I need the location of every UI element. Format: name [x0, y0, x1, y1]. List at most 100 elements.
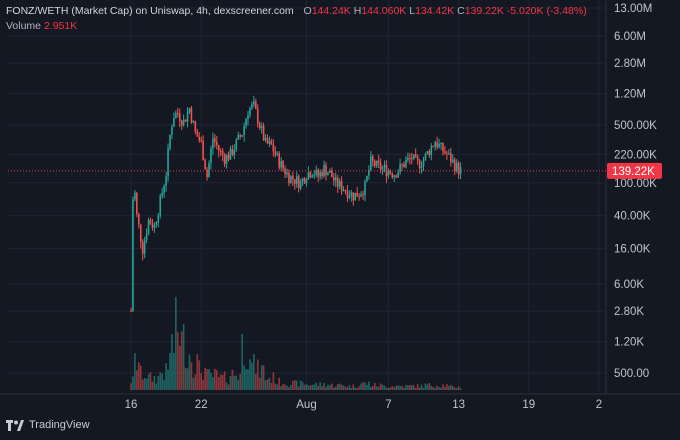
candle-body	[239, 135, 241, 137]
volume-bar	[149, 372, 152, 390]
candle-body	[297, 176, 300, 189]
candle-body	[251, 104, 253, 109]
volume-bar	[268, 377, 271, 390]
volume-bar	[434, 387, 436, 390]
volume-bar	[194, 374, 197, 390]
volume-bar	[241, 334, 243, 390]
volume-bar	[420, 384, 423, 390]
volume-bar	[294, 380, 296, 390]
candle-body	[138, 213, 140, 225]
current-price-label: 139.22K	[612, 166, 655, 178]
volume-bar	[370, 386, 372, 390]
volume-bar	[381, 384, 384, 390]
candle-body	[453, 159, 456, 171]
candle-body	[274, 151, 277, 155]
candle-body	[141, 241, 144, 254]
candle-body	[266, 137, 269, 144]
candle-body	[258, 123, 261, 128]
candle-body	[346, 190, 349, 198]
volume-bar	[155, 383, 158, 390]
volume-bar	[165, 363, 167, 390]
close-label: C	[457, 5, 465, 17]
volume-bar	[202, 379, 204, 390]
volume-bar	[280, 386, 282, 390]
volume-bar	[307, 385, 310, 390]
volume-bar	[139, 365, 142, 390]
volume-bar	[364, 382, 366, 390]
candle-body	[305, 179, 308, 184]
candle-body	[278, 153, 280, 168]
candle-body	[157, 215, 160, 223]
candle-body	[182, 119, 185, 126]
candle-body	[184, 119, 187, 122]
y-tick-label: 6.00M	[614, 31, 646, 43]
volume-bar	[272, 372, 275, 390]
y-tick-label: 13.00M	[614, 3, 652, 15]
candle-body	[424, 153, 427, 161]
candle-body	[303, 178, 306, 184]
candle-body	[399, 164, 401, 173]
candle-body	[190, 108, 193, 123]
candle-body	[202, 140, 204, 161]
volume-bar	[338, 383, 341, 390]
x-tick-label: 22	[195, 399, 208, 411]
volume-bar	[416, 384, 419, 390]
volume-bar	[436, 385, 438, 390]
volume-bar	[239, 373, 241, 390]
volume-bar	[372, 386, 374, 390]
candle-body	[375, 160, 378, 166]
candle-body	[362, 194, 364, 196]
candle-body	[442, 142, 444, 152]
tradingview-branding[interactable]: TradingView	[6, 419, 90, 431]
candle-body	[358, 196, 360, 198]
volume-bar	[200, 373, 202, 390]
candle-body	[253, 101, 255, 105]
volume-bar	[346, 387, 349, 390]
candle-body	[286, 172, 288, 175]
candle-body	[241, 135, 243, 137]
volume-bar	[412, 385, 415, 390]
candle-body	[383, 165, 386, 168]
volume-bar	[342, 385, 345, 390]
candle-body	[336, 177, 339, 187]
candle-body	[360, 194, 362, 197]
y-tick-label: 2.80M	[614, 58, 646, 70]
volume-bar	[184, 367, 187, 390]
candle-body	[204, 160, 206, 170]
y-tick-label: 40.00K	[614, 211, 651, 223]
candle-body	[457, 162, 460, 175]
candle-body	[282, 161, 284, 169]
volume-bar	[438, 387, 440, 390]
volume-bar	[208, 369, 210, 390]
volume-bar	[379, 383, 382, 390]
volume-bar	[350, 387, 353, 390]
candle-body	[307, 172, 310, 180]
volume-bar	[237, 380, 240, 390]
volume-bar	[450, 385, 452, 390]
change-value: -5.020K (-3.48%)	[506, 5, 587, 17]
candle-body	[377, 160, 380, 163]
volume-bar	[204, 367, 206, 390]
candle-body	[171, 126, 173, 135]
candle-body	[309, 172, 312, 178]
candle-body	[438, 144, 440, 148]
candle-body	[270, 141, 273, 145]
candle-body	[364, 181, 366, 196]
volume-bar	[387, 387, 390, 390]
candle-body	[356, 192, 358, 197]
candle-body	[256, 108, 259, 124]
open-label: O	[303, 5, 312, 17]
candle-body	[395, 175, 397, 178]
candle-body	[194, 121, 197, 132]
volume-bar	[368, 381, 370, 390]
candle-body	[139, 224, 142, 242]
volume-bar	[159, 372, 162, 390]
candle-body	[136, 192, 138, 214]
candle-body	[331, 170, 333, 178]
y-tick-label: 500.00K	[614, 120, 657, 132]
grid-lines	[8, 0, 606, 392]
candle-body	[217, 145, 220, 151]
candle-body	[210, 148, 212, 164]
